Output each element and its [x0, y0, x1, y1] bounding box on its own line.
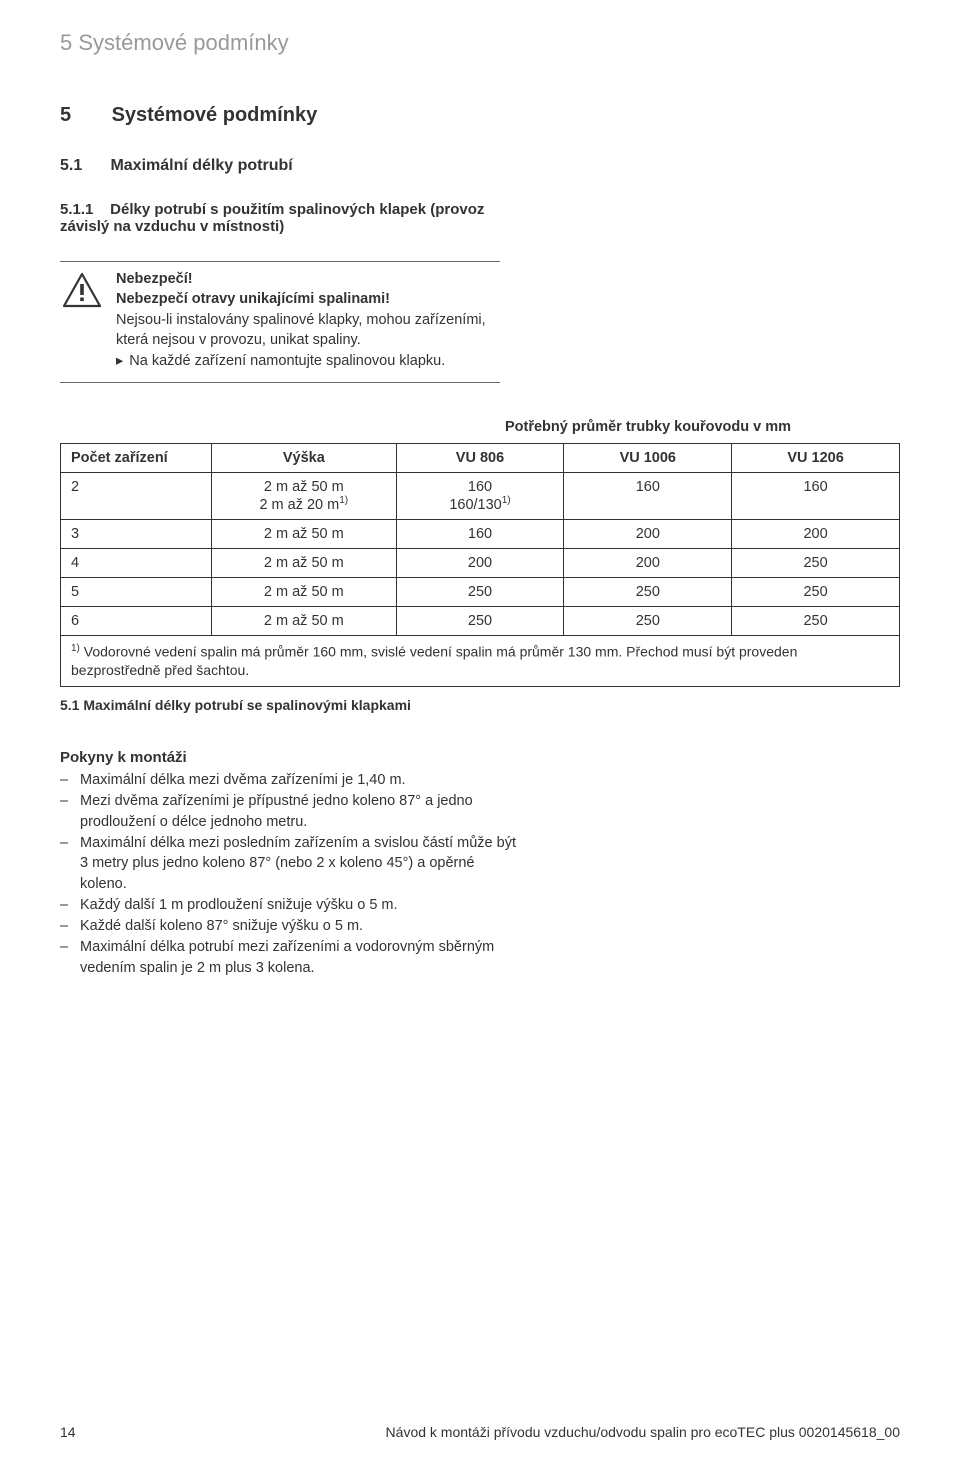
table-top-caption: Potřebný průměr trubky kouřovodu v mm — [396, 419, 900, 441]
list-item-text: Každé další koleno 87° snižuje výšku o 5… — [80, 916, 363, 936]
list-item: –Maximální délka mezi dvěma zařízeními j… — [60, 770, 520, 790]
warning-body: Nebezpečí! Nebezpečí otravy unikajícími … — [116, 270, 500, 372]
table-header-cell: Výška — [212, 443, 397, 472]
list-item: –Každý další 1 m prodloužení snižuje výš… — [60, 895, 520, 915]
heading-section-text: Maximální délky potrubí — [110, 157, 292, 174]
table-cell: 250 — [732, 606, 900, 635]
table-cell: 2 m až 50 m 2 m až 20 m1) — [212, 472, 397, 519]
list-item-text: Maximální délka mezi dvěma zařízeními je… — [80, 770, 406, 790]
list-item-text: Každý další 1 m prodloužení snižuje výšk… — [80, 895, 398, 915]
dash-icon: – — [60, 791, 72, 832]
table-header-row: Počet zařízení Výška VU 806 VU 1006 VU 1… — [61, 443, 900, 472]
table-footnote-text: Vodorovné vedení spalin má průměr 160 mm… — [71, 643, 797, 678]
table-row: 3 2 m až 50 m 160 200 200 — [61, 519, 900, 548]
table-cell: 2 — [61, 472, 212, 519]
heading-section: 5.1 Maximální délky potrubí — [60, 157, 900, 175]
table-footnote-cell: 1) Vodorovné vedení spalin má průměr 160… — [61, 635, 900, 686]
heading-subsection-text: Délky potrubí s použitím spalinových kla… — [60, 201, 484, 235]
assembly-heading: Pokyny k montáži — [60, 749, 900, 766]
table-cell: 3 — [61, 519, 212, 548]
table-cell: 250 — [564, 577, 732, 606]
table-cell: 2 m až 50 m — [212, 577, 397, 606]
table-cell-text: 160/130 — [449, 497, 501, 513]
table-header-cell: VU 806 — [396, 443, 564, 472]
list-item-text: Maximální délka potrubí mezi zařízeními … — [80, 937, 520, 978]
table-cell-sup: 1) — [502, 495, 511, 506]
table-row: 4 2 m až 50 m 200 200 250 — [61, 548, 900, 577]
warning-title: Nebezpečí! — [116, 270, 500, 290]
table-cell: 160 — [396, 519, 564, 548]
table-cell: 2 m až 50 m — [212, 606, 397, 635]
dash-icon: – — [60, 937, 72, 978]
list-item-text: Mezi dvěma zařízeními je přípustné jedno… — [80, 791, 520, 832]
list-item-text: Maximální délka mezi posledním zařízením… — [80, 833, 520, 894]
dash-icon: – — [60, 833, 72, 894]
warning-triangle-icon — [60, 270, 104, 372]
heading-chapter: 5 Systémové podmínky — [60, 104, 900, 127]
arrow-icon: ▸ — [116, 352, 123, 372]
table-cell: 200 — [564, 548, 732, 577]
table-cell: 160 — [732, 472, 900, 519]
heading-section-number: 5.1 — [60, 157, 106, 175]
warning-paragraph: Nejsou-li instalovány spalinové klapky, … — [116, 311, 500, 350]
table-cell: 6 — [61, 606, 212, 635]
table-top-caption-wrap: Potřebný průměr trubky kouřovodu v mm — [60, 419, 900, 441]
table-caption-bottom: 5.1 Maximální délky potrubí se spalinový… — [60, 697, 900, 713]
table-cell: 200 — [564, 519, 732, 548]
table-header-cell: Počet zařízení — [61, 443, 212, 472]
warning-box: Nebezpečí! Nebezpečí otravy unikajícími … — [60, 261, 500, 383]
table-cell: 250 — [396, 606, 564, 635]
diameter-table: Počet zařízení Výška VU 806 VU 1006 VU 1… — [60, 443, 900, 687]
table-cell: 2 m až 50 m — [212, 519, 397, 548]
assembly-list: –Maximální délka mezi dvěma zařízeními j… — [60, 770, 520, 978]
warning-subtitle: Nebezpečí otravy unikajícími spalinami! — [116, 290, 500, 310]
page-number: 14 — [60, 1424, 76, 1440]
list-item: –Každé další koleno 87° snižuje výšku o … — [60, 916, 520, 936]
table-cell-text: 2 m až 20 m — [259, 497, 339, 513]
table-cell: 5 — [61, 577, 212, 606]
table-cell: 160 — [564, 472, 732, 519]
table-cell-text: 2 m až 50 m — [264, 479, 344, 495]
table-header-cell: VU 1206 — [732, 443, 900, 472]
dash-icon: – — [60, 770, 72, 790]
list-item: –Maximální délka mezi posledním zařízení… — [60, 833, 520, 894]
table-cell: 250 — [396, 577, 564, 606]
table-cell-sup: 1) — [339, 495, 348, 506]
table-row: 5 2 m až 50 m 250 250 250 — [61, 577, 900, 606]
table-cell: 200 — [732, 519, 900, 548]
table-footnote-row: 1) Vodorovné vedení spalin má průměr 160… — [61, 635, 900, 686]
dash-icon: – — [60, 895, 72, 915]
heading-subsection: 5.1.1 Délky potrubí s použitím spalinový… — [60, 201, 500, 235]
table-cell: 160 160/1301) — [396, 472, 564, 519]
heading-chapter-text: Systémové podmínky — [112, 104, 318, 126]
list-item: –Mezi dvěma zařízeními je přípustné jedn… — [60, 791, 520, 832]
table-row: 2 2 m až 50 m 2 m až 20 m1) 160 160/1301… — [61, 472, 900, 519]
heading-subsection-number: 5.1.1 — [60, 201, 106, 218]
heading-chapter-number: 5 — [60, 104, 106, 127]
footer-doc-title: Návod k montáži přívodu vzduchu/odvodu s… — [386, 1424, 900, 1440]
table-cell-text: 160 — [468, 479, 492, 495]
table-footnote-sup: 1) — [71, 643, 80, 654]
table-header-cell: VU 1006 — [564, 443, 732, 472]
table-cell: 4 — [61, 548, 212, 577]
table-cell: 200 — [396, 548, 564, 577]
running-header: 5 Systémové podmínky — [60, 30, 900, 56]
dash-icon: – — [60, 916, 72, 936]
table-cell: 2 m až 50 m — [212, 548, 397, 577]
page-footer: 14 Návod k montáži přívodu vzduchu/odvod… — [60, 1424, 900, 1440]
warning-action: ▸ Na každé zařízení namontujte spalinovo… — [116, 352, 500, 372]
warning-action-text: Na každé zařízení namontujte spalinovou … — [129, 352, 445, 372]
table-cell: 250 — [732, 577, 900, 606]
table-cell: 250 — [732, 548, 900, 577]
list-item: –Maximální délka potrubí mezi zařízeními… — [60, 937, 520, 978]
table-row: 6 2 m až 50 m 250 250 250 — [61, 606, 900, 635]
table-cell: 250 — [564, 606, 732, 635]
